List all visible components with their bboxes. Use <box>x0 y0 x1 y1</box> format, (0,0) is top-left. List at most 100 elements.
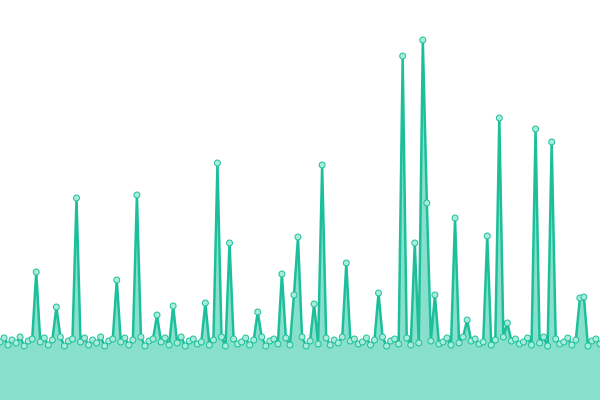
point <box>226 239 234 247</box>
point <box>511 335 519 343</box>
point <box>479 338 487 346</box>
point <box>580 293 588 301</box>
point <box>157 338 165 346</box>
point <box>443 334 451 342</box>
point <box>68 335 76 343</box>
point <box>407 341 415 349</box>
point <box>254 308 262 316</box>
point <box>350 335 358 343</box>
point <box>370 336 378 344</box>
point <box>334 339 342 347</box>
point <box>383 342 391 350</box>
point <box>81 334 89 342</box>
point <box>242 334 250 342</box>
point <box>294 233 302 241</box>
point <box>536 339 544 347</box>
point <box>161 334 169 342</box>
point <box>205 341 213 349</box>
point <box>250 336 258 344</box>
point <box>28 335 36 343</box>
point <box>36 338 44 346</box>
point <box>125 341 133 349</box>
point <box>419 36 427 44</box>
point <box>548 138 556 146</box>
point <box>141 342 149 350</box>
line <box>0 38 600 348</box>
point <box>552 335 560 343</box>
point <box>16 333 24 341</box>
point <box>20 342 28 350</box>
point <box>222 342 230 350</box>
point <box>298 333 306 341</box>
point <box>282 334 290 342</box>
point <box>403 334 411 342</box>
point <box>560 338 568 346</box>
point <box>258 333 266 341</box>
point <box>471 335 479 343</box>
point <box>596 340 600 348</box>
point <box>463 316 471 324</box>
point <box>177 333 185 341</box>
point <box>455 339 463 347</box>
point <box>459 333 467 341</box>
point <box>483 232 491 240</box>
point <box>314 340 322 348</box>
point <box>40 334 48 342</box>
point <box>201 299 209 307</box>
point <box>270 335 278 343</box>
point <box>318 161 326 169</box>
point <box>12 339 20 347</box>
point <box>165 341 173 349</box>
point <box>213 159 221 167</box>
point <box>113 276 121 284</box>
point <box>197 338 205 346</box>
point <box>262 342 270 350</box>
point <box>52 303 60 311</box>
point <box>302 342 310 350</box>
point <box>137 333 145 341</box>
point <box>97 333 105 341</box>
point <box>246 341 254 349</box>
point <box>60 342 68 350</box>
point <box>491 336 499 344</box>
point <box>93 339 101 347</box>
point <box>56 333 64 341</box>
point <box>117 338 125 346</box>
point <box>524 334 532 342</box>
point <box>149 335 157 343</box>
point <box>85 341 93 349</box>
point <box>584 342 592 350</box>
point <box>532 125 540 133</box>
area-fill <box>0 40 600 400</box>
point <box>451 214 459 222</box>
point <box>395 340 403 348</box>
point <box>322 334 330 342</box>
point <box>121 334 129 342</box>
point <box>44 341 52 349</box>
point <box>592 335 600 343</box>
point <box>411 239 419 247</box>
point <box>447 341 455 349</box>
point <box>503 319 511 327</box>
point <box>499 333 507 341</box>
point <box>274 340 282 348</box>
point <box>181 342 189 350</box>
point <box>310 300 318 308</box>
point <box>306 337 314 345</box>
point <box>439 338 447 346</box>
point <box>379 333 387 341</box>
point <box>4 341 12 349</box>
point <box>495 114 503 122</box>
point <box>564 334 572 342</box>
point <box>48 336 56 344</box>
point <box>286 341 294 349</box>
point <box>427 337 435 345</box>
point <box>338 333 346 341</box>
point <box>528 341 536 349</box>
point <box>230 335 238 343</box>
point <box>77 338 85 346</box>
point <box>342 259 350 267</box>
point <box>0 334 8 342</box>
point <box>73 194 81 202</box>
